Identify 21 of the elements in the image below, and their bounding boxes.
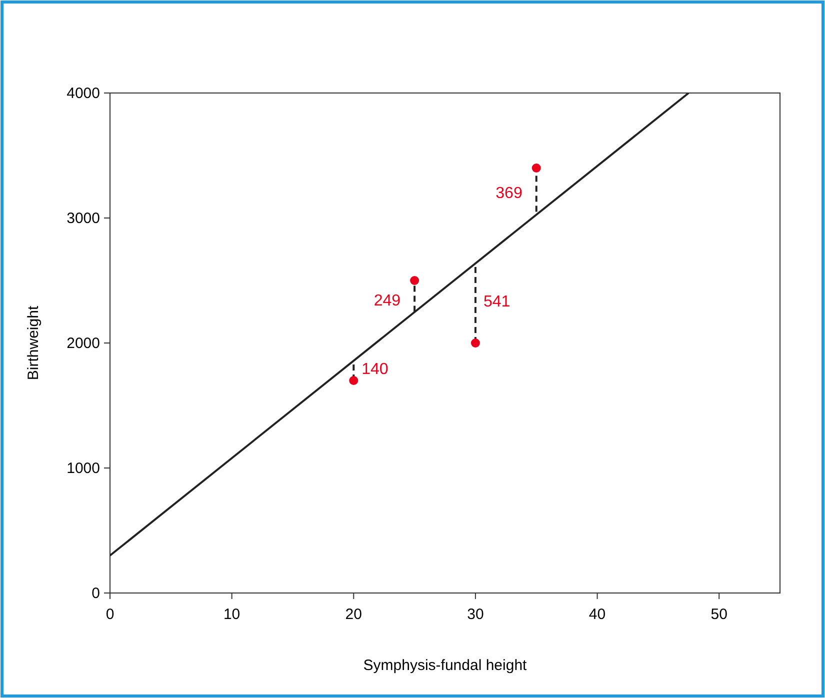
annotation: 541 — [483, 294, 510, 310]
y-tick-label: 0 — [92, 585, 100, 602]
x-axis-title: Symphysis-fundal height — [363, 657, 528, 674]
annotation: 369 — [496, 184, 522, 202]
point — [470, 338, 480, 348]
x-tick-label: 0 — [106, 606, 114, 623]
x-tick-label: 50 — [710, 606, 728, 623]
annotation: 249 — [374, 292, 401, 310]
y-tick-label: 4000 — [66, 85, 100, 102]
y-tick-label: 1000 — [66, 460, 100, 477]
x-tick-label: 30 — [467, 606, 484, 623]
annotation: 140 — [362, 361, 388, 378]
point — [532, 164, 541, 172]
y-tick-label: 2000 — [66, 335, 100, 352]
x-tick-label: 20 — [345, 606, 362, 623]
x-tick-label: 40 — [588, 606, 606, 623]
y-axis-title: Birthweight — [25, 305, 42, 380]
y-tick-label: 3000 — [66, 210, 100, 227]
x-tick-label: 10 — [223, 606, 240, 623]
point — [410, 276, 420, 285]
point — [349, 376, 358, 385]
